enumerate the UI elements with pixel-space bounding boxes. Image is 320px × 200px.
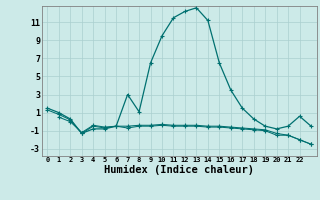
X-axis label: Humidex (Indice chaleur): Humidex (Indice chaleur) [104, 165, 254, 175]
